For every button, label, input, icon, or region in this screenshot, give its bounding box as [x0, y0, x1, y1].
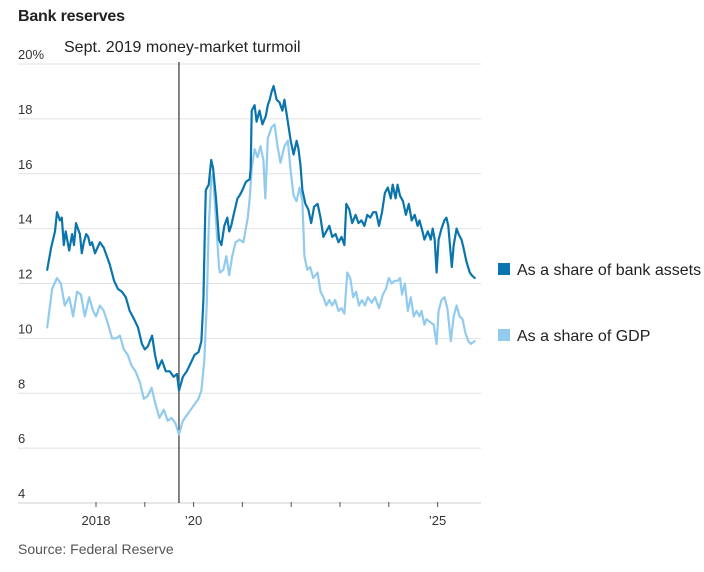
- legend-label: As a share of GDP: [517, 328, 650, 345]
- y-tick-label: 6: [18, 431, 25, 446]
- annotation-label: Sept. 2019 money-market turmoil: [64, 39, 301, 56]
- y-tick-label: 10: [18, 321, 32, 336]
- y-tick-label: 14: [18, 212, 32, 227]
- annotation: Sept. 2019 money-market turmoil: [64, 39, 301, 503]
- legend-item: As a share of bank assets: [498, 262, 701, 279]
- y-tick-label: 12: [18, 267, 32, 282]
- source-note: Source: Federal Reserve: [18, 541, 174, 557]
- y-tick-label: 4: [18, 486, 25, 501]
- series-line-bank-assets: [46, 84, 476, 392]
- y-tick-label: 20%: [18, 47, 44, 62]
- legend-swatch: [498, 329, 510, 341]
- x-tick-label: 2018: [82, 513, 111, 528]
- chart-title: Bank reserves: [18, 8, 125, 25]
- series-line-gdp: [46, 123, 476, 436]
- x-tick-label: ’25: [429, 513, 446, 528]
- x-tick-label: ’20: [185, 513, 202, 528]
- legend-label: As a share of bank assets: [517, 262, 701, 279]
- gridlines: [18, 63, 481, 504]
- y-tick-label: 16: [18, 157, 32, 172]
- legend-item: As a share of GDP: [498, 328, 650, 345]
- legend: As a share of bank assets As a share of G…: [498, 262, 701, 345]
- legend-swatch: [498, 263, 510, 275]
- y-tick-label: 18: [18, 102, 32, 117]
- x-axis: 2018 ’20 ’25: [82, 502, 446, 528]
- y-tick-label: 8: [18, 376, 25, 391]
- series-lines: [46, 84, 476, 436]
- y-axis-tick-labels: 20% 18 16 14 12 10 8 6 4: [18, 47, 44, 501]
